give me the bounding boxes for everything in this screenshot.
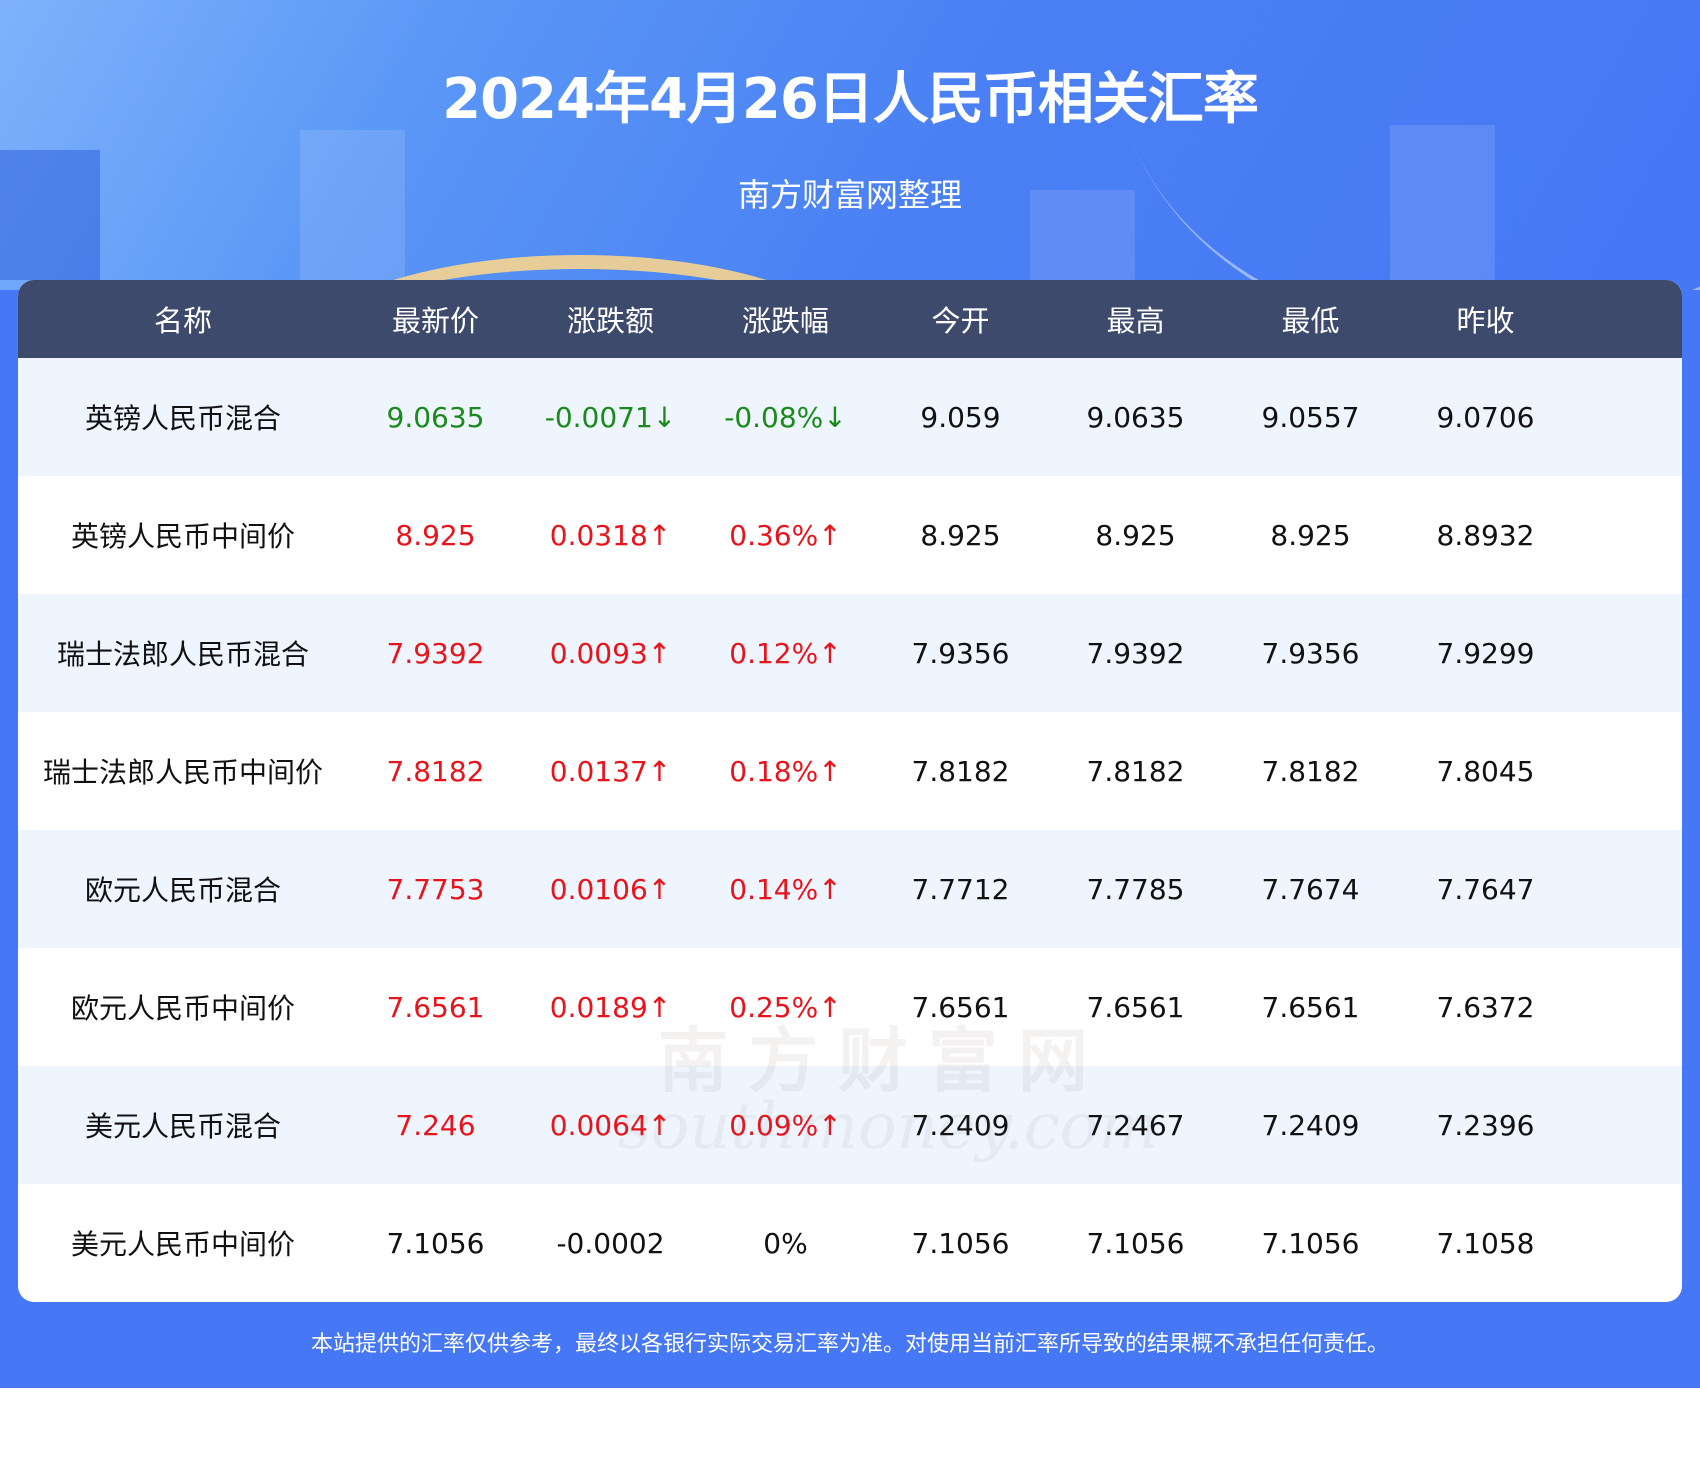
table-row: 瑞士法郎人民币中间价 7.8182 0.0137↑ 0.18%↑ 7.8182 7.818… (18, 712, 1682, 830)
table-row: 欧元人民币混合 7.7753 0.0106↑ 0.14%↑ 7.7712 7.7785 7.… (18, 830, 1682, 948)
table-cell: 英镑人民币混合 (84, 402, 281, 435)
table-cell: 7.9356 (911, 636, 1010, 670)
column-header: 名称 (153, 304, 212, 338)
page-title: 2024年4月26日人民币相关汇率 (442, 67, 1259, 132)
decor-building (1030, 190, 1135, 290)
column-header: 今开 (931, 304, 990, 338)
table-cell: 瑞士法郎人民币中间价 (42, 756, 323, 789)
column-header: 最新价 (391, 304, 479, 338)
table-cell: 7.9299 (1436, 636, 1535, 670)
table-cell: 7.6372 (1436, 990, 1535, 1024)
table-cell: 美元人民币中间价 (70, 1228, 295, 1261)
table-cell: 7.6561 (911, 990, 1010, 1024)
table-cell: 0.0318↑ (549, 518, 672, 552)
table-cell: 0.0106↑ (549, 872, 672, 906)
table-cell: -0.08%↓ (724, 400, 847, 434)
table-cell: 7.2467 (1086, 1108, 1185, 1142)
table-cell: 9.0706 (1436, 400, 1535, 434)
exchange-rate-table: 名称 最新价 涨跌额 涨跌幅 今开 最高 最低 昨收 英镑人民币混合 9.0635 -0.0071… (18, 280, 1682, 1302)
table-cell: 7.7674 (1261, 872, 1360, 906)
table-cell: 7.2409 (911, 1108, 1010, 1142)
table-cell: 英镑人民币中间价 (70, 520, 295, 553)
table-cell: 7.9392 (1086, 636, 1185, 670)
table-cell: 瑞士法郎人民币混合 (56, 638, 309, 671)
column-header: 涨跌幅 (741, 304, 829, 338)
page-subtitle: 南方财富网整理 (737, 176, 962, 214)
decor-building (300, 130, 405, 290)
table-cell: 7.9356 (1261, 636, 1360, 670)
table-cell: 7.8182 (1261, 754, 1360, 788)
table-row: 美元人民币中间价 7.1056 -0.0002 0% 7.1056 7.1056 7.105… (18, 1184, 1682, 1302)
table-cell: 0.36%↑ (729, 518, 842, 552)
table-cell: 7.2409 (1261, 1108, 1360, 1142)
table-header: 名称 最新价 涨跌额 涨跌幅 今开 最高 最低 昨收 (18, 280, 1682, 358)
table-cell: 7.8182 (386, 754, 485, 788)
column-header: 昨收 (1456, 304, 1515, 338)
table-cell: 7.1058 (1436, 1226, 1535, 1260)
table-cell: 7.8182 (1086, 754, 1185, 788)
column-header: 最低 (1281, 304, 1340, 338)
table-cell: 8.925 (920, 518, 1001, 552)
table-cell: 8.925 (1095, 518, 1176, 552)
table-cell: 0% (763, 1226, 808, 1260)
table-cell: -0.0002 (556, 1226, 665, 1260)
table-cell: 7.6561 (1261, 990, 1360, 1024)
table-cell: -0.0071↓ (544, 400, 677, 434)
table-row: 英镑人民币中间价 8.925 0.0318↑ 0.36%↑ 8.925 8.925 8.92… (18, 476, 1682, 594)
table-cell: 0.0189↑ (549, 990, 672, 1024)
column-header: 涨跌额 (566, 304, 654, 338)
table-cell: 9.0635 (1086, 400, 1185, 434)
table-cell: 7.8045 (1436, 754, 1535, 788)
table-row: 美元人民币混合 7.246 0.0064↑ 0.09%↑ 7.2409 7.2467 7.2… (18, 1066, 1682, 1184)
table-cell: 9.0557 (1261, 400, 1360, 434)
table-cell: 7.8182 (911, 754, 1010, 788)
table-cell: 7.7785 (1086, 872, 1185, 906)
table-cell: 7.7647 (1436, 872, 1535, 906)
table-cell: 7.1056 (386, 1226, 485, 1260)
table-cell: 7.7753 (386, 872, 485, 906)
table-cell: 0.25%↑ (729, 990, 842, 1024)
table-row: 英镑人民币混合 9.0635 -0.0071↓ -0.08%↓ 9.059 9.0635 9… (18, 358, 1682, 476)
column-header: 最高 (1106, 304, 1165, 338)
table-row: 瑞士法郎人民币混合 7.9392 0.0093↑ 0.12%↑ 7.9356 7.9392… (18, 594, 1682, 712)
table-cell: 7.7712 (911, 872, 1010, 906)
table-cell: 0.09%↑ (729, 1108, 842, 1142)
table-cell: 7.6561 (386, 990, 485, 1024)
table-cell: 0.18%↑ (729, 754, 842, 788)
table-cell: 7.9392 (386, 636, 485, 670)
table-body: 英镑人民币混合 9.0635 -0.0071↓ -0.08%↓ 9.059 9.0635 9… (18, 358, 1682, 1302)
table-cell: 7.1056 (1086, 1226, 1185, 1260)
table-cell: 8.925 (395, 518, 476, 552)
table-cell: 0.14%↑ (729, 872, 842, 906)
decor-building (0, 150, 100, 280)
table-cell: 7.6561 (1086, 990, 1185, 1024)
hero-banner (0, 0, 1700, 290)
table-cell: 7.1056 (1261, 1226, 1360, 1260)
disclaimer: 本站提供的汇率仅供参考，最终以各银行实际交易汇率为准。对使用当前汇率所导致的结果… (310, 1332, 1389, 1357)
table-cell: 9.059 (920, 400, 1001, 434)
table-cell: 0.0064↑ (549, 1108, 672, 1142)
table-cell: 8.8932 (1436, 518, 1535, 552)
table-cell: 0.0137↑ (549, 754, 672, 788)
table-row: 欧元人民币中间价 7.6561 0.0189↑ 0.25%↑ 7.6561 7.6561 7… (18, 948, 1682, 1066)
table-cell: 美元人民币混合 (84, 1110, 281, 1143)
table-cell: 欧元人民币中间价 (70, 992, 295, 1025)
table-cell: 7.2396 (1436, 1108, 1535, 1142)
table-cell: 0.12%↑ (729, 636, 842, 670)
table-cell: 7.1056 (911, 1226, 1010, 1260)
table-cell: 9.0635 (386, 400, 485, 434)
decor-building (1390, 125, 1495, 290)
table-cell: 7.246 (395, 1108, 476, 1142)
table-cell: 欧元人民币混合 (84, 874, 281, 907)
table-cell: 0.0093↑ (549, 636, 672, 670)
table-cell: 8.925 (1270, 518, 1351, 552)
